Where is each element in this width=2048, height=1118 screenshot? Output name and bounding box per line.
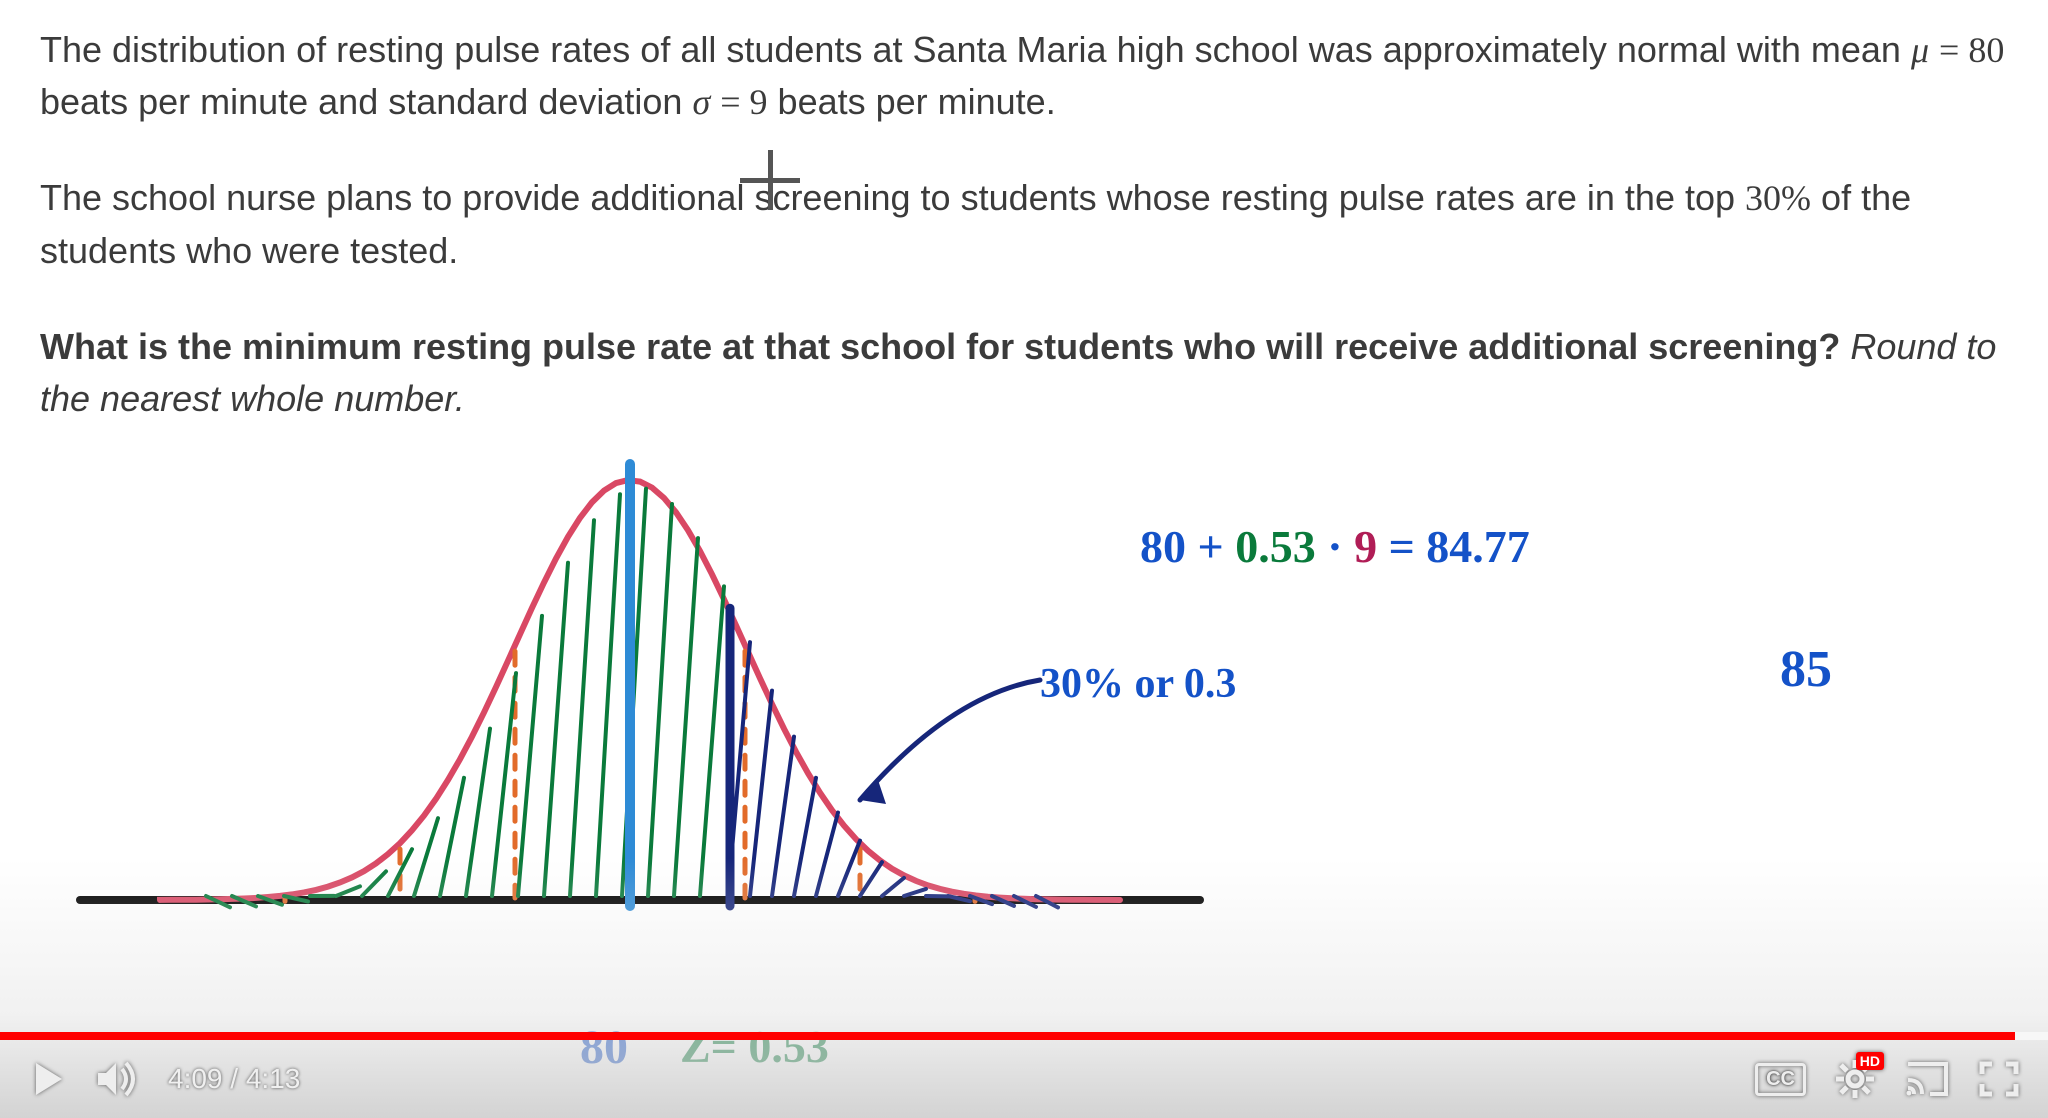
settings-button[interactable]: HD xyxy=(1834,1058,1876,1100)
top-pct: 30% xyxy=(1745,178,1811,218)
calc-line: 80 + 0.53 · 9 = 84.77 xyxy=(1140,520,1530,573)
calc-plus: + xyxy=(1198,521,1236,572)
play-button[interactable] xyxy=(28,1059,68,1099)
paragraph-1: The distribution of resting pulse rates … xyxy=(40,24,2008,128)
calc-result: 84.77 xyxy=(1426,521,1530,572)
p2-text-a: The school nurse plans to provide additi… xyxy=(40,177,1745,218)
cast-button[interactable] xyxy=(1904,1060,1950,1098)
eq-2: = xyxy=(720,82,749,122)
cast-icon xyxy=(1904,1060,1950,1098)
time-sep: / xyxy=(230,1063,246,1094)
calc-dot: · xyxy=(1327,521,1342,572)
p1-text-a: The distribution of resting pulse rates … xyxy=(40,29,1911,70)
question: What is the minimum resting pulse rate a… xyxy=(40,321,2008,425)
problem-text: The distribution of resting pulse rates … xyxy=(0,0,2048,425)
fullscreen-button[interactable] xyxy=(1978,1060,2020,1098)
play-icon xyxy=(28,1059,68,1099)
fullscreen-icon xyxy=(1978,1060,2020,1098)
arrow-label: 30% or 0.3 xyxy=(1040,660,1236,708)
rounded-answer: 85 xyxy=(1780,640,1832,699)
captions-button[interactable]: CC xyxy=(1755,1063,1806,1096)
volume-icon xyxy=(96,1059,140,1099)
calc-9: 9 xyxy=(1354,521,1377,572)
sigma-symbol: σ xyxy=(692,82,710,122)
calc-eq: = xyxy=(1389,521,1427,572)
progress-played xyxy=(0,1032,2015,1040)
volume-button[interactable] xyxy=(96,1059,140,1099)
mu-symbol: μ xyxy=(1911,30,1929,70)
video-progress-bar[interactable] xyxy=(0,1032,2048,1040)
paragraph-2: The school nurse plans to provide additi… xyxy=(40,172,2008,276)
eq-1: = xyxy=(1939,30,1968,70)
calc-053: 0.53 xyxy=(1235,521,1316,572)
mu-value: 80 xyxy=(1968,30,2004,70)
video-controls: 4:09 / 4:13 CC HD xyxy=(0,1040,2048,1118)
diagram-svg xyxy=(40,430,2008,990)
normal-curve-diagram xyxy=(40,430,2008,990)
question-bold: What is the minimum resting pulse rate a… xyxy=(40,326,1840,367)
calc-80: 80 xyxy=(1140,521,1186,572)
sigma-value: 9 xyxy=(750,82,768,122)
video-time: 4:09 / 4:13 xyxy=(168,1063,300,1095)
p1-text-b: beats per minute and standard deviation xyxy=(40,81,692,122)
time-current: 4:09 xyxy=(168,1063,223,1094)
hd-badge: HD xyxy=(1856,1052,1884,1070)
p1-text-c: beats per minute. xyxy=(778,81,1056,122)
time-duration: 4:13 xyxy=(246,1063,301,1094)
